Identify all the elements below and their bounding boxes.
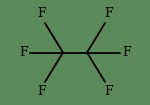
Text: F: F [104, 85, 113, 98]
Text: F: F [104, 7, 113, 20]
Text: F: F [122, 46, 131, 59]
Text: F: F [19, 46, 28, 59]
Text: F: F [37, 7, 46, 20]
Text: F: F [37, 85, 46, 98]
